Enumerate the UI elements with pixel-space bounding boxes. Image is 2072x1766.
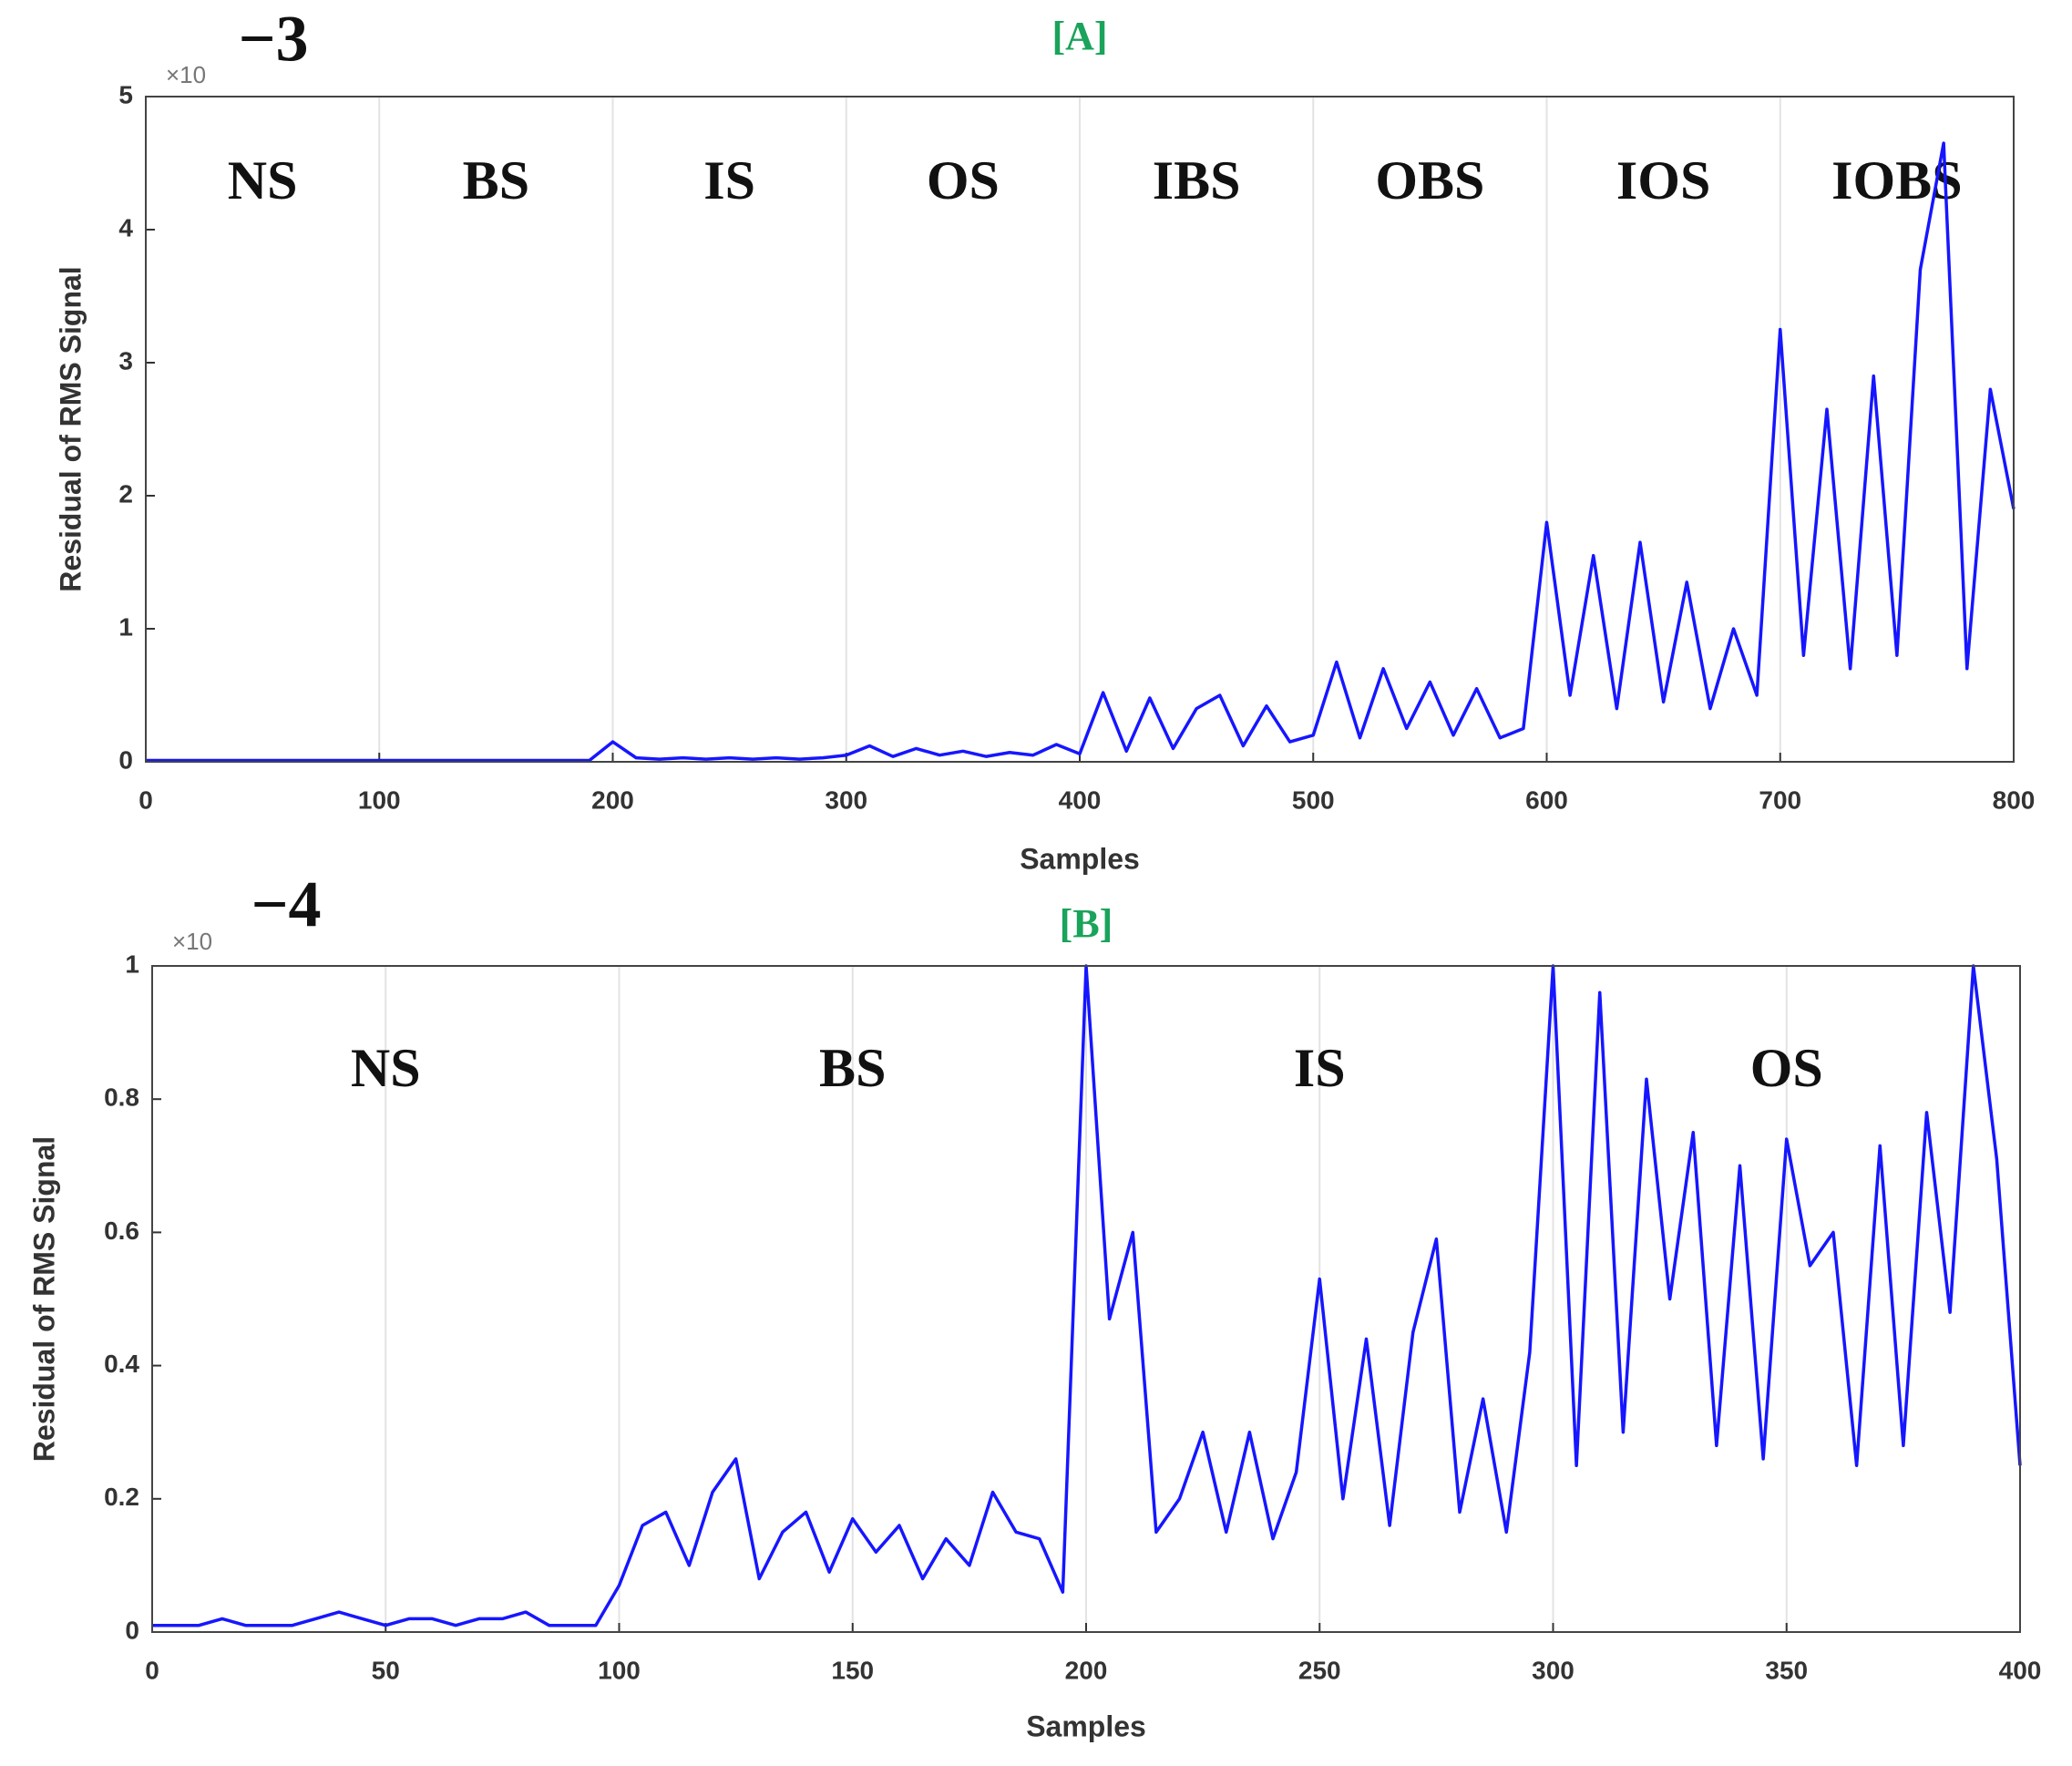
region-label: OS	[1750, 1038, 1823, 1098]
chart: 0 100 200 300 400 500 600 700 800 0 1 2 3 4 5 NS BS IS OS I…	[54, 3, 2035, 876]
x-tick-label: 400	[1059, 785, 1102, 814]
y-tick-label: 4	[118, 213, 133, 241]
exponent-base: ×10	[166, 61, 206, 88]
x-axis-label: Samples	[1026, 1710, 1146, 1742]
region-label: BS	[819, 1038, 886, 1098]
y-tick-label: 1	[118, 612, 133, 641]
region-label: OBS	[1375, 150, 1484, 210]
x-tick-label: 50	[372, 1656, 400, 1684]
chart-title: [A]	[1051, 14, 1107, 58]
x-tick-label: 200	[591, 785, 634, 814]
x-tick-label: 300	[1532, 1656, 1575, 1684]
region-label: NS	[228, 150, 298, 210]
x-tick-label: 700	[1759, 785, 1801, 814]
region-label: IOS	[1616, 150, 1710, 210]
y-tick-label: 2	[118, 479, 133, 508]
x-tick-label: 500	[1292, 785, 1335, 814]
y-tick-label: 0.2	[104, 1483, 139, 1511]
chart: 0 50 100 150 200 250 300 350 400 0 0.2 0.4 0.6 0.8 1 NS…	[27, 868, 2041, 1743]
region-label: NS	[351, 1038, 421, 1098]
x-tick-label: 150	[831, 1656, 874, 1684]
y-tick-label: 0	[118, 745, 133, 774]
exponent: −4	[251, 868, 321, 941]
y-tick-label: 3	[118, 346, 133, 375]
y-tick-label: 0.4	[104, 1350, 139, 1378]
axes-box	[145, 96, 2015, 763]
x-tick-label: 350	[1765, 1656, 1808, 1684]
x-tick-label: 250	[1298, 1656, 1341, 1684]
x-tick-label: 300	[825, 785, 867, 814]
exponent: −3	[238, 3, 308, 76]
x-tick-label: 400	[1999, 1656, 2042, 1684]
x-tick-label: 100	[598, 1656, 641, 1684]
y-axis-label: Residual of RMS Signal	[54, 266, 87, 591]
x-tick-label: 100	[358, 785, 401, 814]
y-tick-label: 0.8	[104, 1083, 139, 1112]
region-label: IS	[1294, 1038, 1346, 1098]
region-label: IS	[703, 150, 755, 210]
exponent-base: ×10	[172, 928, 212, 955]
y-axis-label: Residual of RMS Signal	[27, 1136, 60, 1462]
region-label: BS	[463, 150, 529, 210]
x-axis-label: Samples	[1020, 842, 1140, 875]
region-label: IOBS	[1831, 150, 1962, 210]
axes-box	[151, 965, 2021, 1633]
y-tick-label: 5	[118, 80, 133, 108]
region-label: OS	[927, 150, 1000, 210]
y-tick-label: 0	[125, 1616, 139, 1644]
data-line	[146, 141, 2016, 763]
region-label: IBS	[1153, 150, 1241, 210]
chart-title: [B]	[1060, 901, 1113, 946]
x-tick-label: 0	[145, 1656, 159, 1684]
x-tick-label: 800	[1993, 785, 2036, 814]
x-tick-label: 600	[1525, 785, 1568, 814]
y-tick-label: 1	[125, 950, 139, 978]
x-tick-label: 0	[138, 785, 153, 814]
y-tick-label: 0.6	[104, 1217, 139, 1245]
x-tick-label: 200	[1065, 1656, 1108, 1684]
